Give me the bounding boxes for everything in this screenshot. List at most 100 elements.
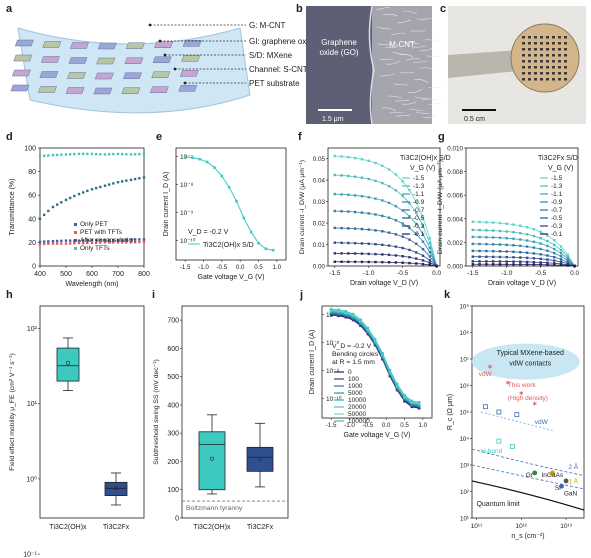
legend-label: 20000 <box>348 404 366 411</box>
data-point <box>359 318 362 322</box>
device-array-cell <box>558 42 561 45</box>
x-tick-label: -1.0 <box>344 422 355 429</box>
legend-label: -0.3 <box>551 223 563 230</box>
tft-device <box>11 69 31 77</box>
y-axis-label: R_c (Ω μm) <box>447 394 454 430</box>
tft-device <box>10 84 30 92</box>
y-tick-label: 10⁷ <box>460 357 469 364</box>
annotation: This work <box>508 382 537 389</box>
y-tick-label: 10⁻⁹ <box>326 368 340 375</box>
data-point <box>125 179 128 182</box>
data-point <box>64 198 68 202</box>
data-point <box>94 186 98 190</box>
tft-device <box>151 71 171 79</box>
cnt-fiber <box>407 88 423 93</box>
data-point <box>38 155 42 158</box>
data-point <box>120 241 124 244</box>
cnt-fiber <box>387 95 403 99</box>
x-axis-label: Drain voltage V_D (V) <box>350 280 418 287</box>
device-array-cell <box>558 78 561 81</box>
annotation: GaN <box>564 490 578 497</box>
chart-j: -1.5 -1.0 -0.5 0.0 0.5 1.010⁻⁷10⁻⁸10⁻⁹10⁻¹⁰Ga… <box>309 305 433 439</box>
data-point <box>90 188 94 191</box>
data-point <box>257 241 260 245</box>
legend-label: -1.5 <box>551 175 563 182</box>
device-array-cell <box>546 78 549 81</box>
x-tick-label: 0.0 <box>382 422 391 429</box>
data-point <box>125 238 128 241</box>
data-point <box>417 401 421 404</box>
chart-f: -1.5 -1.0 -0.5 0.0 0.00 0.01 0.02 0.03 0.04 0.05 D… <box>299 147 451 287</box>
x-tick-label: 0.0 <box>570 270 579 277</box>
tft-device <box>68 57 88 64</box>
chart-k: 10¹¹ 10¹² 10¹³ 10¹ 10² 10³ 10⁴ 10⁵ 10⁶ 10⁷ 10⁸ 10⁹ n… <box>447 304 585 540</box>
cnt-fiber <box>405 58 421 61</box>
data-point <box>86 152 89 156</box>
data-point <box>99 238 102 242</box>
data-point <box>64 153 68 156</box>
device-array-cell <box>522 60 525 63</box>
pet-substrate <box>17 27 251 114</box>
y-axis-label: Drain current I_D (A) <box>309 330 316 395</box>
cnt-fiber <box>421 98 437 101</box>
data-point <box>133 177 137 181</box>
y-tick-label: 0.04 <box>313 178 326 185</box>
device-array-cell <box>540 54 543 57</box>
data-point <box>86 239 89 242</box>
y-tick-label: 0.002 <box>447 240 463 247</box>
flexible-film <box>510 23 580 93</box>
legend-header: V_G (V) <box>548 165 573 172</box>
data-point <box>129 241 133 244</box>
cnt-fiber <box>379 73 395 77</box>
y-tick-label: 0.006 <box>447 193 463 200</box>
data-point <box>138 240 141 244</box>
layer-label: G: M-CNT <box>249 21 286 30</box>
data-point <box>38 217 42 220</box>
device-array-cell <box>558 54 561 57</box>
data-point <box>77 152 81 156</box>
data-point <box>142 176 146 179</box>
cnt-fiber <box>399 71 415 74</box>
legend-label: -1.3 <box>413 183 425 190</box>
tft-device <box>149 86 169 94</box>
annotation: Si <box>555 485 561 492</box>
data-point <box>81 191 85 194</box>
series-line <box>334 210 437 267</box>
data-point <box>73 194 76 198</box>
box <box>104 481 128 496</box>
x-tick-label: 0.5 <box>254 264 263 271</box>
data-point <box>120 152 124 156</box>
device-array-cell <box>564 66 567 69</box>
cnt-fiber <box>382 13 398 17</box>
y-tick-label: 10⁴ <box>459 436 469 443</box>
data-point <box>90 152 94 156</box>
y-axis-label: Drain current -I_D/W (μA μm⁻¹) <box>299 160 306 254</box>
device-array-cell <box>558 48 561 51</box>
data-point <box>107 241 111 244</box>
scale-bar-label: 0.5 cm <box>464 116 485 123</box>
panel-label-a: a <box>6 3 13 15</box>
x-tick-label: 400 <box>34 271 46 278</box>
y-tick-label: 0.05 <box>313 156 326 163</box>
category-label: Ti3C2Fx <box>247 524 274 531</box>
y-tick-label: 10⁹ <box>459 304 469 311</box>
device-array-cell <box>552 78 555 81</box>
this-work-marker: ✶ <box>518 389 525 398</box>
device-array-cell <box>564 42 567 45</box>
cnt-fiber <box>415 111 431 114</box>
vdw-marker <box>514 412 520 418</box>
y-tick-label: 0.004 <box>447 216 463 223</box>
reference-point <box>532 470 538 476</box>
series-line <box>334 261 437 267</box>
cnt-fiber <box>411 45 427 49</box>
device-array-cell <box>564 36 567 39</box>
y-tick-label: 400 <box>167 402 179 409</box>
hbond-marker <box>496 438 502 444</box>
layer-label: S/D: MXene <box>249 51 293 60</box>
chart-e: -1.5 -1.0 -0.5 0.0 0.5 1.010⁻⁷10⁻⁸10⁻⁹10⁻¹⁰Ga… <box>163 147 287 281</box>
y-tick-label: 10⁸ <box>460 330 470 337</box>
chart-d: 400 500 600 700 800 0 20 40 60 80 100 Wavelength (n… <box>9 146 150 289</box>
y-tick-label: 10⁵ <box>460 410 470 417</box>
data-point <box>395 382 399 386</box>
